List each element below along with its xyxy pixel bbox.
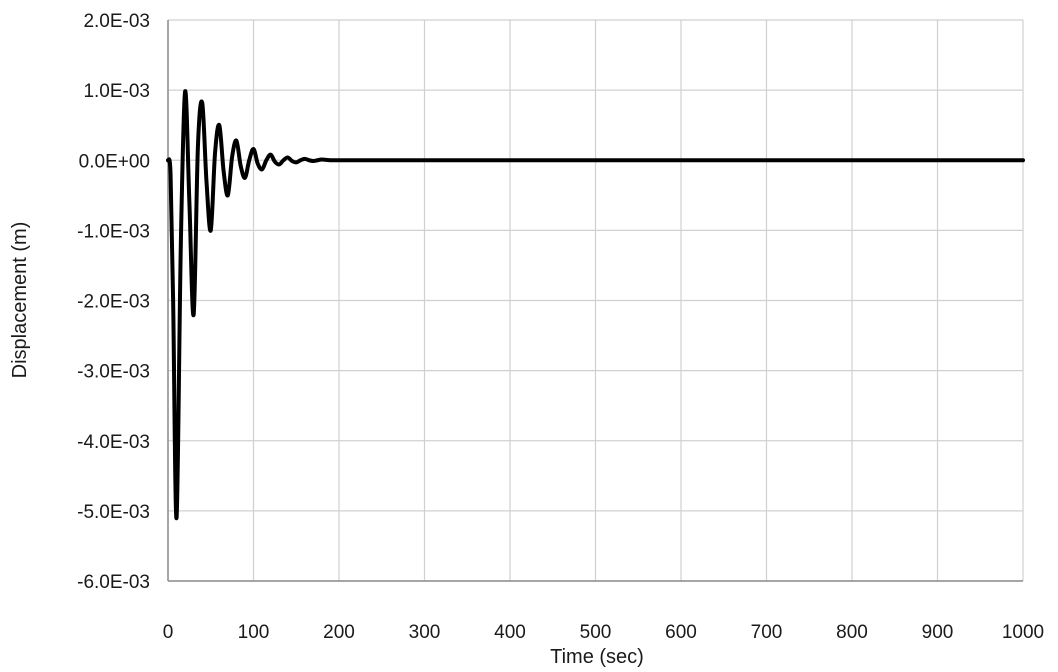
x-tick-label: 600	[665, 622, 697, 643]
x-tick-label: 200	[323, 622, 355, 643]
x-axis-title: Time (sec)	[550, 646, 644, 668]
y-tick-label: -3.0E-03	[77, 362, 150, 383]
axes	[167, 20, 1023, 582]
y-tick-label: -1.0E-03	[77, 221, 150, 242]
x-tick-label: 400	[494, 622, 526, 643]
y-tick-label: 1.0E-03	[83, 81, 150, 102]
y-tick-label: -6.0E-03	[77, 572, 150, 593]
x-tick-label: 500	[580, 622, 612, 643]
x-tick-label: 0	[163, 622, 174, 643]
y-tick-label: -2.0E-03	[77, 292, 150, 313]
y-tick-label: 0.0E+00	[79, 151, 150, 172]
y-axis-title: Displacement (m)	[9, 222, 31, 379]
x-tick-label: 700	[751, 622, 783, 643]
x-tick-label: 100	[238, 622, 270, 643]
displacement-series-line	[166, 89, 1025, 520]
y-tick-label: -4.0E-03	[77, 432, 150, 453]
x-tick-label: 900	[922, 622, 954, 643]
x-tick-label: 800	[836, 622, 868, 643]
x-tick-label: 1000	[1002, 622, 1044, 643]
y-tick-labels: 2.0E-03 1.0E-03 0.0E+00 -1.0E-03 -2.0E-03 -3.…	[77, 11, 150, 593]
x-tick-labels: 0 100 200 300 400 500 600 700 800 900 1000	[163, 622, 1044, 643]
grid	[167, 19, 1024, 582]
y-tick-label: -5.0E-03	[77, 502, 150, 523]
y-tick-label: 2.0E-03	[83, 11, 150, 32]
series	[166, 89, 1025, 520]
x-tick-label: 300	[409, 622, 441, 643]
